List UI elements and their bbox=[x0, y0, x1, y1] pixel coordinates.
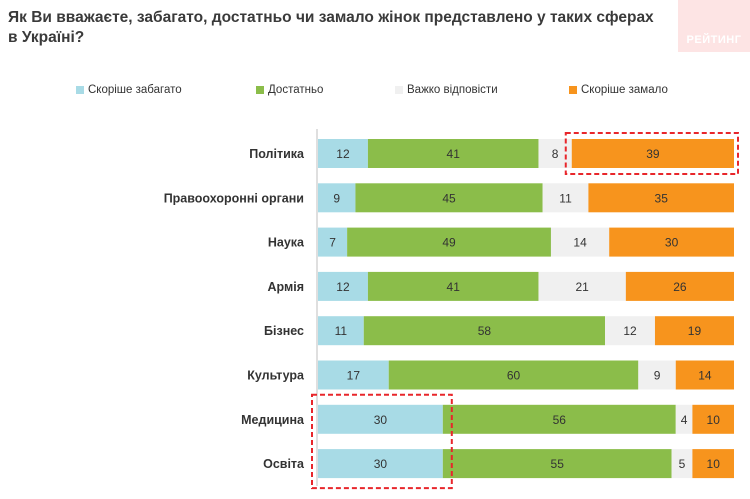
data-label: 45 bbox=[442, 191, 456, 205]
data-label: 12 bbox=[623, 324, 637, 338]
data-label: 10 bbox=[707, 413, 721, 427]
legend-swatch bbox=[256, 86, 264, 94]
data-label: 17 bbox=[347, 369, 361, 383]
category-label: Бізнес bbox=[264, 324, 304, 338]
data-label: 14 bbox=[573, 236, 587, 250]
legend-item-enough: Достатньо bbox=[256, 84, 323, 96]
bar-segment bbox=[605, 316, 655, 346]
bar-segment bbox=[318, 449, 443, 479]
data-label: 49 bbox=[442, 236, 456, 250]
bar-segment bbox=[609, 227, 734, 257]
bar-segment bbox=[318, 183, 356, 213]
data-label: 60 bbox=[507, 369, 521, 383]
data-label: 41 bbox=[447, 147, 461, 161]
bar-segment bbox=[692, 449, 734, 479]
data-label: 26 bbox=[673, 280, 687, 294]
bar-segment bbox=[318, 360, 389, 390]
bar-segment bbox=[542, 183, 589, 213]
data-label: 5 bbox=[679, 457, 686, 471]
bar-segment bbox=[442, 449, 672, 479]
data-label: 41 bbox=[447, 280, 461, 294]
bar-segment bbox=[367, 271, 539, 301]
data-label: 10 bbox=[707, 457, 721, 471]
category-label: Освіта bbox=[263, 457, 305, 471]
data-label: 7 bbox=[329, 236, 336, 250]
data-label: 30 bbox=[374, 457, 388, 471]
data-label: 4 bbox=[681, 413, 688, 427]
bar-segment bbox=[675, 360, 734, 390]
data-label: 30 bbox=[665, 236, 679, 250]
bar-segment bbox=[654, 316, 734, 346]
bar-segment bbox=[388, 360, 639, 390]
data-label: 58 bbox=[478, 324, 492, 338]
category-label: Політика bbox=[249, 147, 305, 161]
bar-segment bbox=[538, 271, 626, 301]
bar-segment bbox=[318, 139, 368, 168]
legend-item-too-few: Скоріше замало bbox=[569, 84, 668, 96]
data-label: 56 bbox=[553, 413, 567, 427]
data-label: 30 bbox=[374, 413, 388, 427]
bar-segment bbox=[318, 316, 364, 346]
data-label: 12 bbox=[336, 147, 350, 161]
legend-swatch bbox=[76, 86, 84, 94]
bar-segment bbox=[571, 139, 734, 168]
legend-item-hard-to-say: Важко відповісти bbox=[395, 84, 498, 96]
bar-segment bbox=[363, 316, 606, 346]
bar-segment bbox=[625, 271, 734, 301]
legend-swatch bbox=[395, 86, 403, 94]
category-label: Армія bbox=[267, 280, 304, 294]
bar-segment bbox=[355, 183, 543, 213]
bar-segment bbox=[671, 449, 693, 479]
category-label: Медицина bbox=[241, 413, 305, 427]
data-label: 39 bbox=[646, 147, 660, 161]
data-label: 55 bbox=[551, 457, 565, 471]
bar-segment bbox=[318, 404, 443, 434]
data-label: 9 bbox=[333, 191, 340, 205]
data-label: 14 bbox=[698, 369, 712, 383]
category-label: Культура bbox=[247, 369, 305, 383]
chart-legend: Скоріше забагато Достатньо Важко відпові… bbox=[0, 84, 750, 98]
highlight-box bbox=[311, 393, 453, 490]
bar-segment bbox=[318, 271, 368, 301]
highlight-box bbox=[564, 132, 740, 175]
bar-segment bbox=[588, 183, 734, 213]
bar-segment bbox=[550, 227, 610, 257]
data-label: 11 bbox=[559, 191, 572, 205]
bar-segment bbox=[638, 360, 676, 390]
data-label: 35 bbox=[655, 191, 669, 205]
legend-swatch bbox=[569, 86, 577, 94]
legend-label: Скоріше забагато bbox=[88, 84, 182, 96]
logo-text: РЕЙТИНГ bbox=[686, 34, 742, 46]
bar-segment bbox=[692, 404, 734, 434]
data-label: 9 bbox=[654, 369, 661, 383]
rating-logo: РЕЙТИНГ bbox=[678, 0, 750, 52]
data-label: 8 bbox=[552, 147, 559, 161]
legend-label: Скоріше замало bbox=[581, 84, 668, 96]
category-label: Правоохоронні органи bbox=[164, 191, 304, 205]
data-label: 11 bbox=[335, 324, 348, 338]
category-label: Наука bbox=[268, 236, 305, 250]
legend-item-too-many: Скоріше забагато bbox=[76, 84, 182, 96]
bar-segment bbox=[442, 404, 676, 434]
bar-segment bbox=[367, 139, 539, 168]
chart-title: Як Ви вважаєте, забагато, достатньо чи з… bbox=[8, 9, 654, 46]
legend-label: Достатньо bbox=[268, 84, 324, 96]
legend-label: Важко відповісти bbox=[407, 84, 498, 96]
data-label: 19 bbox=[688, 324, 702, 338]
data-label: 12 bbox=[336, 280, 350, 294]
bar-segment bbox=[675, 404, 693, 434]
bar-segment bbox=[318, 227, 348, 257]
data-label: 21 bbox=[575, 280, 589, 294]
bar-segment bbox=[347, 227, 551, 257]
